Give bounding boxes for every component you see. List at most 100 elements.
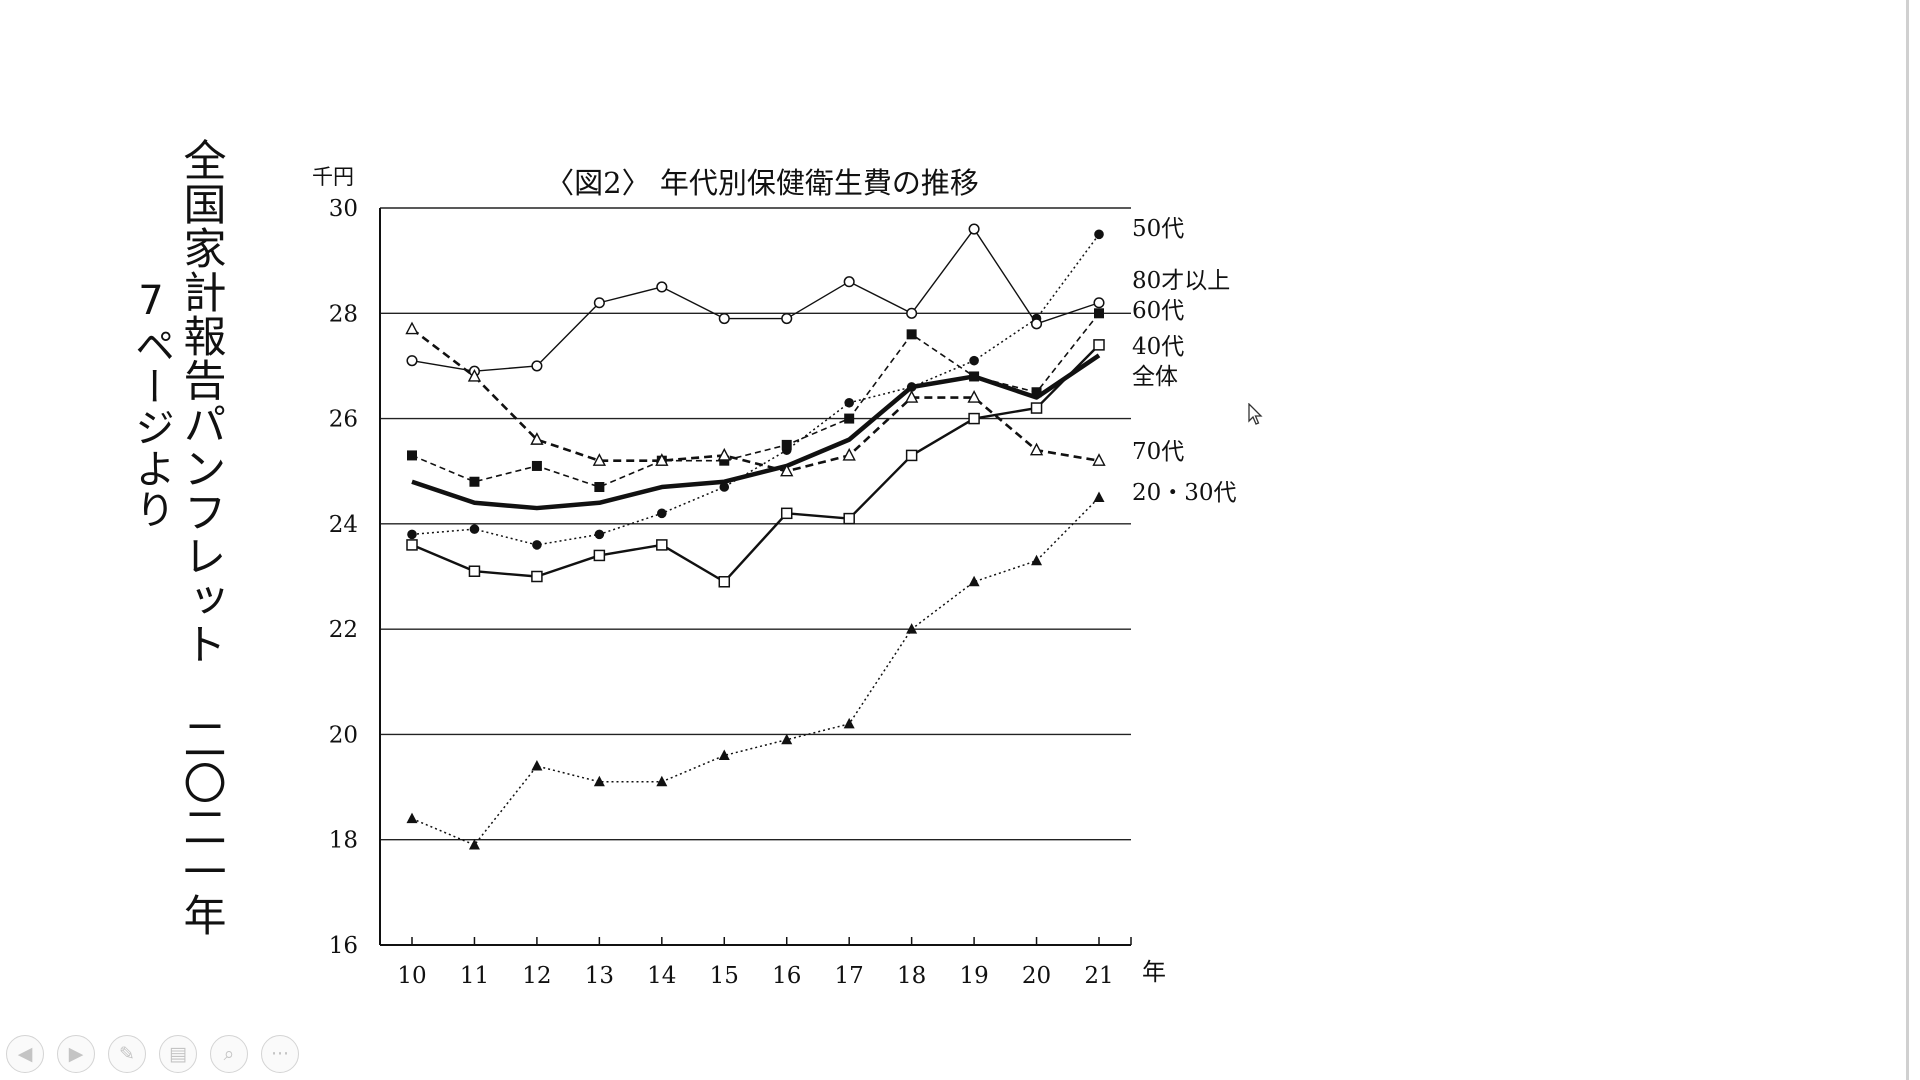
data-point: [406, 355, 418, 367]
data-point: [906, 623, 918, 634]
series-label-80plus: 80才以上: [1132, 268, 1230, 294]
data-point: [717, 447, 731, 461]
y-tick-label: 24: [329, 512, 358, 538]
series-label-60s: 60代: [1132, 298, 1184, 324]
series-line-40s: [411, 344, 1100, 583]
data-point: [532, 540, 542, 550]
data-point: [843, 512, 855, 525]
series-label-50s: 50代: [1132, 216, 1184, 242]
data-point: [657, 508, 667, 519]
data-point: [1093, 491, 1105, 503]
data-point: [719, 455, 730, 466]
data-point: [468, 838, 480, 850]
data-point: [719, 482, 730, 492]
x-tick-label: 19: [959, 963, 988, 989]
arrow-right-icon: ▶: [68, 1043, 84, 1065]
y-tick-label: 20: [329, 722, 358, 748]
data-point: [531, 460, 542, 471]
data-point: [656, 281, 668, 293]
data-point: [967, 390, 981, 403]
next-button[interactable]: ▶: [57, 1035, 95, 1073]
zoom-button[interactable]: ⌕: [210, 1035, 248, 1073]
y-tick-label: 18: [329, 828, 358, 854]
series-line-overall: [411, 353, 1101, 511]
vertical-source-note: 7ページより: [128, 278, 174, 530]
x-tick-label: 11: [460, 963, 489, 989]
data-point: [592, 453, 607, 466]
x-tick-label: 15: [710, 963, 739, 989]
y-tick-label: 28: [329, 301, 358, 327]
magnifier-icon: ⌕: [223, 1043, 235, 1065]
data-point: [780, 507, 793, 520]
data-point: [1094, 308, 1104, 319]
data-point: [843, 276, 855, 288]
more-button[interactable]: ···: [261, 1035, 299, 1073]
series-line-20-30s: [411, 497, 1100, 846]
data-point: [1093, 297, 1105, 309]
data-point: [469, 476, 480, 487]
data-point: [407, 450, 417, 461]
y-tick-label: 30: [329, 196, 358, 222]
x-tick-label: 14: [647, 963, 676, 989]
data-point: [406, 812, 418, 824]
data-point: [467, 368, 482, 382]
data-point: [842, 447, 856, 461]
series-label-70s: 70代: [1132, 439, 1184, 465]
data-point: [1093, 339, 1105, 351]
data-point: [968, 223, 980, 235]
arrow-left-icon: ◀: [17, 1043, 33, 1065]
data-point: [844, 413, 855, 424]
y-tick-label: 22: [329, 617, 358, 643]
data-point: [1030, 318, 1043, 330]
data-point: [594, 482, 605, 493]
series-line-50s: [411, 233, 1100, 546]
data-point: [718, 749, 730, 760]
data-point: [405, 321, 419, 335]
data-point: [844, 397, 854, 408]
x-tick-label: 13: [585, 963, 614, 989]
data-point: [906, 307, 918, 319]
series-line-60s: [411, 312, 1100, 488]
data-point: [1031, 387, 1042, 398]
data-point: [531, 360, 543, 372]
series-label-40s: 40代: [1132, 334, 1184, 360]
x-tick-label: 17: [835, 963, 864, 989]
data-point: [530, 432, 544, 445]
x-tick-label: 21: [1084, 963, 1113, 989]
x-tick-label: 16: [772, 963, 801, 989]
slideshow-toolbar: ◀ ▶ ✎ ▤ ⌕ ···: [6, 1035, 299, 1073]
data-point: [718, 313, 730, 325]
data-point: [407, 529, 417, 540]
data-point: [843, 717, 855, 729]
prev-button[interactable]: ◀: [6, 1035, 44, 1073]
data-point: [781, 439, 792, 450]
data-point: [969, 371, 980, 382]
data-point: [780, 463, 794, 477]
data-point: [906, 329, 917, 340]
chart-title: 〈図2〉 年代別保健衛生費の推移: [545, 166, 979, 200]
slides-button[interactable]: ▤: [159, 1035, 197, 1073]
data-point: [406, 539, 418, 551]
data-point: [968, 575, 980, 587]
data-point: [593, 775, 605, 787]
y-tick-label: 16: [329, 933, 358, 959]
data-point: [1031, 554, 1043, 566]
data-point: [906, 382, 917, 392]
series-line-80plus: [411, 228, 1100, 372]
vertical-title: 全国家計報告パンフレット 二〇二一年: [176, 138, 226, 937]
data-point: [1029, 442, 1044, 456]
data-point: [593, 549, 606, 562]
x-tick-label: 12: [522, 963, 551, 989]
pen-button[interactable]: ✎: [108, 1035, 146, 1073]
series-label-overall: 全体: [1132, 364, 1178, 390]
data-point: [469, 524, 480, 534]
slides-icon: ▤: [169, 1043, 187, 1065]
pen-icon: ✎: [119, 1043, 135, 1065]
y-axis-unit: 千円: [312, 165, 354, 189]
data-point: [531, 570, 543, 583]
data-point: [905, 449, 918, 462]
data-point: [656, 539, 668, 551]
x-tick-label: 10: [397, 963, 426, 989]
x-tick-label: 20: [1022, 963, 1051, 989]
